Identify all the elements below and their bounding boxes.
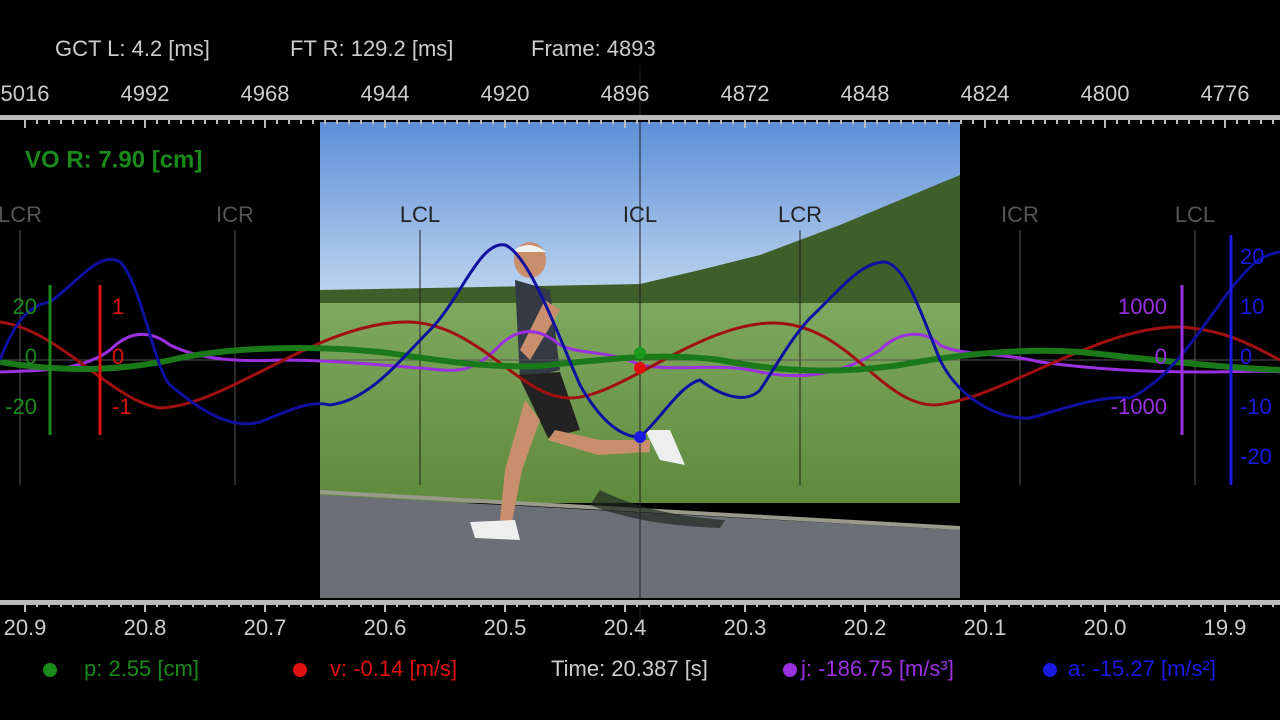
time-label: 20.3 — [724, 615, 767, 640]
frame-label: 4992 — [121, 81, 170, 106]
a-scale-label: -20 — [1240, 444, 1272, 469]
time-label: 19.9 — [1204, 615, 1247, 640]
ruler-ticks — [24, 120, 1274, 612]
a-scale-label: 20 — [1240, 244, 1264, 269]
a-cursor-dot — [634, 431, 646, 443]
vo-readout: VO R: 7.90 [cm] — [25, 146, 202, 173]
frame-label: 4944 — [361, 81, 410, 106]
time-label: 20.4 — [604, 615, 647, 640]
a-scale-label: -10 — [1240, 394, 1272, 419]
frame-label: 4776 — [1201, 81, 1250, 106]
p-scale-label: 20 — [13, 294, 37, 319]
v-scale-label: 1 — [112, 294, 124, 319]
p-readout: p: 2.55 [cm] — [84, 656, 199, 681]
p-cursor-dot — [634, 347, 646, 359]
p-scale-label: 0 — [25, 344, 37, 369]
jerk-curve — [0, 330, 1280, 378]
v-cursor-dot — [634, 362, 646, 374]
time-label: 20.7 — [244, 615, 287, 640]
p-scale-label: -20 — [5, 394, 37, 419]
ft-readout: FT R: 129.2 [ms] — [290, 36, 453, 61]
time-label: 20.9 — [4, 615, 47, 640]
frame-label: 4800 — [1081, 81, 1130, 106]
v-legend-dot — [293, 663, 307, 677]
time-label: 20.1 — [964, 615, 1007, 640]
a-readout: a: -15.27 [m/s²] — [1068, 656, 1216, 681]
time-label: 20.6 — [364, 615, 407, 640]
j-scale-label: -1000 — [1111, 394, 1167, 419]
time-label: 20.0 — [1084, 615, 1127, 640]
v-scale-label: 0 — [112, 344, 124, 369]
j-legend-dot — [783, 663, 797, 677]
frame-label: 4968 — [241, 81, 290, 106]
frame-label: 4920 — [481, 81, 530, 106]
event-label: ICR — [1001, 202, 1039, 227]
event-label: LCL — [400, 202, 440, 227]
event-label: ICL — [623, 202, 657, 227]
frame-label: 4896 — [601, 81, 650, 106]
gct-readout: GCT L: 4.2 [ms] — [55, 36, 210, 61]
time-label: 20.5 — [484, 615, 527, 640]
a-scale-label: 10 — [1240, 294, 1264, 319]
j-readout: j: -186.75 [m/s³] — [800, 656, 954, 681]
time-readout: Time: 20.387 [s] — [551, 656, 708, 681]
a-legend-dot — [1043, 663, 1057, 677]
frame-label: 4824 — [961, 81, 1010, 106]
a-scale-label: 0 — [1240, 344, 1252, 369]
j-scale-label: 0 — [1155, 344, 1167, 369]
velocity-curve — [0, 320, 1280, 410]
event-label: LCR — [778, 202, 822, 227]
event-label: LCL — [1175, 202, 1215, 227]
event-label: LCR — [0, 202, 42, 227]
v-scale-label: -1 — [112, 394, 132, 419]
bottom-ruler — [0, 600, 1280, 605]
j-scale-label: 1000 — [1118, 294, 1167, 319]
time-label: 20.2 — [844, 615, 887, 640]
time-label: 20.8 — [124, 615, 167, 640]
frame-readout: Frame: 4893 — [531, 36, 656, 61]
top-ruler — [0, 115, 1280, 120]
p-legend-dot — [43, 663, 57, 677]
event-label: ICR — [216, 202, 254, 227]
frame-label: 4872 — [721, 81, 770, 106]
v-readout: v: -0.14 [m/s] — [330, 656, 457, 681]
frame-label: 4848 — [841, 81, 890, 106]
frame-label: 5016 — [1, 81, 50, 106]
